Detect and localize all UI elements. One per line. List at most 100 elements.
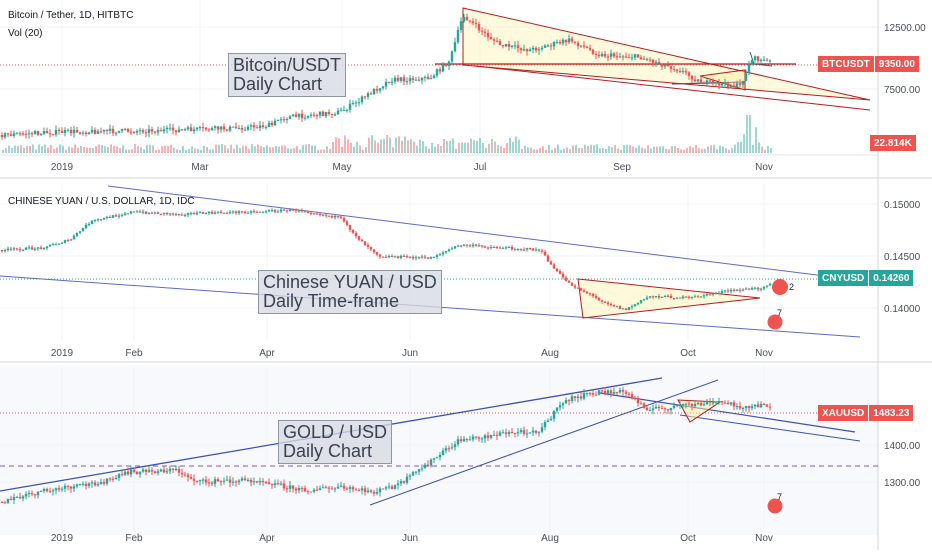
btc-candle	[486, 32, 490, 38]
btc-volume-bar	[632, 146, 634, 153]
gold-chart-note[interactable]: GOLD / USD Daily Chart	[278, 420, 393, 464]
btc-candle	[156, 130, 160, 133]
pane-background-gold	[0, 366, 878, 535]
btc-volume-bar	[89, 147, 91, 153]
gold-candle	[510, 432, 514, 434]
gold-candle	[336, 486, 340, 489]
btc-volume-bar	[161, 146, 163, 153]
btc-volume-bar	[458, 142, 460, 153]
cny-candle	[657, 296, 661, 298]
cny-candle	[18, 249, 22, 251]
btc-candle	[432, 75, 436, 78]
btc-volume-bar	[539, 147, 541, 153]
btc-candle	[639, 57, 643, 60]
btc-candle	[651, 59, 655, 63]
btc-volume-bar	[215, 144, 217, 153]
cny-candle	[387, 255, 391, 258]
btc-volume-bar	[293, 148, 295, 153]
cny-candle	[438, 254, 442, 256]
gold-candle	[561, 403, 565, 406]
cny-chart-note[interactable]: Chinese YUAN / USD Daily Time-frame	[258, 270, 442, 314]
cny-candle	[369, 246, 373, 250]
cny-candle	[261, 211, 265, 213]
btc-volume-bar	[134, 144, 136, 153]
btc-volume-bar	[566, 147, 568, 153]
btc-volume-bar	[593, 145, 595, 153]
btc-candle	[537, 49, 541, 51]
cny-candle	[60, 242, 64, 244]
btc-candle	[288, 116, 292, 119]
btc-candle	[435, 69, 439, 76]
btc-volume-bar	[338, 138, 340, 153]
cny-candle	[381, 256, 385, 258]
btc-candle	[168, 127, 172, 129]
cny-candle	[708, 293, 712, 295]
cny-candle	[633, 304, 637, 307]
gold-candle	[264, 482, 268, 484]
gold-candle	[753, 404, 757, 407]
btc-volume-bar	[758, 142, 760, 153]
cny-candle	[594, 295, 598, 298]
btc-candle	[237, 128, 241, 130]
cny-candle	[159, 213, 163, 215]
btc-volume-bar	[608, 146, 610, 153]
cny-candle	[75, 232, 79, 236]
cny-candle	[765, 285, 769, 287]
btc-volume-bar	[461, 142, 463, 153]
cny-candle	[0, 250, 4, 252]
btc-candle	[447, 61, 451, 66]
cny-candle	[750, 288, 754, 290]
cny-candle	[630, 306, 634, 308]
btc-volume-bar	[137, 146, 139, 153]
btc-volume-bar	[65, 149, 67, 153]
btc-volume-bar	[125, 149, 127, 153]
gold-candle	[162, 469, 166, 473]
btc-candle	[111, 128, 115, 134]
gold-candle	[555, 407, 559, 411]
gold-candle	[474, 436, 478, 438]
btc-candle	[309, 114, 313, 116]
btc-volume-bar	[341, 146, 343, 153]
cny-candle	[693, 296, 697, 298]
gold-candle	[387, 486, 391, 488]
gold-candle	[231, 481, 235, 483]
gold-candle	[147, 470, 151, 472]
gold-candle	[756, 404, 760, 408]
btc-volume-bar	[122, 145, 124, 153]
btc-volume-value: 22.814K	[870, 135, 916, 151]
btc-volume-bar	[50, 144, 52, 153]
btc-volume-bar	[635, 147, 637, 153]
btc-volume-bar	[749, 115, 751, 153]
gold-candle	[282, 483, 286, 489]
btc-volume-bar	[251, 144, 253, 153]
btc-candle	[627, 57, 631, 59]
btc-volume-bar	[614, 145, 616, 153]
btc-volume-bar	[371, 135, 373, 153]
btc-candle	[444, 63, 448, 66]
btc-volume-bar	[581, 148, 583, 153]
btc-candle	[570, 38, 574, 42]
cny-candle	[111, 215, 115, 218]
btc-candle	[603, 53, 607, 57]
gold-candle	[243, 478, 247, 480]
btc-candle	[321, 111, 325, 117]
btc-candle	[96, 131, 100, 134]
cny-candle	[570, 282, 574, 286]
cny-candle	[579, 288, 583, 291]
gold-lower-channel-line	[679, 414, 861, 442]
btc-volume-bar	[515, 136, 517, 153]
btc-candle	[543, 45, 547, 48]
cny-candle	[711, 293, 715, 295]
btc-candle	[591, 49, 595, 54]
btc-candle	[750, 60, 754, 65]
btc-candle	[33, 131, 37, 135]
gold-candle	[408, 475, 412, 477]
btc-volume-bar	[158, 149, 160, 153]
btc-chart-note[interactable]: Bitcoin/USDT Daily Chart	[228, 53, 347, 97]
btc-volume-bar	[689, 146, 691, 153]
btc-volume-bar	[545, 149, 547, 153]
cny-candle	[642, 299, 646, 301]
cny-candle	[336, 215, 340, 217]
gold-candle	[582, 393, 586, 399]
